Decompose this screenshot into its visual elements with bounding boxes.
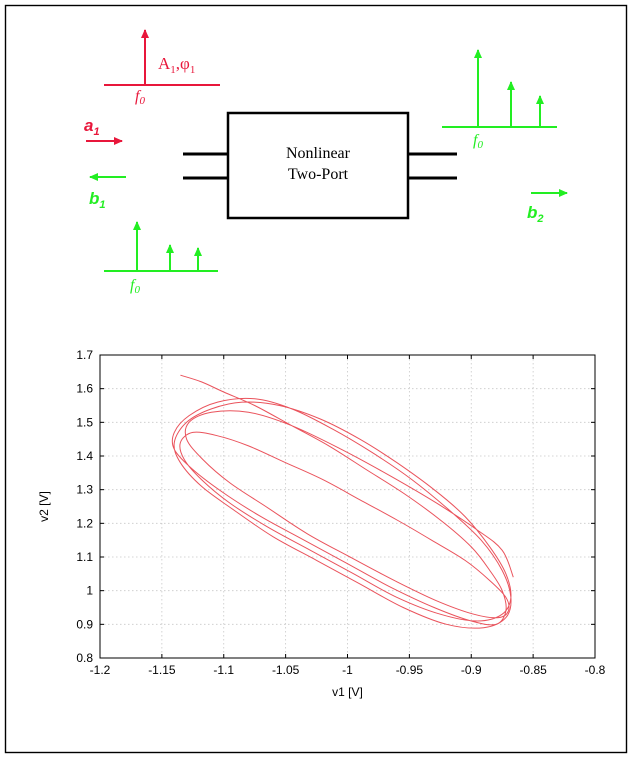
block-diagram: A1,φ1 f0 a1 b1 f0 Nonlinear Two-Port	[84, 29, 568, 296]
y-tick-label: 0.8	[76, 651, 93, 665]
x-tick-label: -1	[342, 663, 353, 677]
wave-b2-label: b2	[527, 203, 544, 225]
outer-border	[4, 4, 628, 754]
plot-area-frame	[99, 354, 596, 659]
block-label-line2: Two-Port	[288, 166, 349, 183]
reflected-wave-b1: b1	[89, 173, 126, 211]
y-tick-label: 1.2	[76, 516, 93, 530]
x-tick-label: -0.85	[519, 663, 547, 677]
block-label-line1: Nonlinear	[286, 145, 351, 162]
y-tick-label: 1.4	[76, 449, 93, 463]
incident-wave-a1: a1	[84, 116, 123, 145]
x-tick-label: -1.15	[148, 663, 176, 677]
x-tick-label: -0.8	[585, 663, 606, 677]
transmitted-wave-b2: b2	[527, 189, 568, 225]
v1-v2-trajectory-line	[171, 374, 514, 629]
chart-series	[171, 374, 514, 629]
x-tick-label: -1.2	[90, 663, 111, 677]
x-tick-label: -0.95	[396, 663, 424, 677]
y-tick-label: 1.5	[76, 415, 93, 429]
y-tick-label: 1.3	[76, 483, 93, 497]
x-tick-label: -1.05	[272, 663, 300, 677]
input-amplitude-label: A1,φ1	[158, 54, 195, 76]
y-tick-label: 1.7	[76, 348, 93, 362]
wave-a1-label: a1	[84, 116, 100, 138]
x-axis-label: v1 [V]	[332, 685, 363, 699]
y-tick-label: 1.6	[76, 382, 93, 396]
y-axis-label: v2 [V]	[37, 491, 51, 522]
output-spectrum: f0	[442, 49, 557, 151]
two-port-block	[226, 111, 410, 220]
output-frequency-label: f0	[473, 132, 483, 151]
x-tick-label: -1.1	[213, 663, 234, 677]
input-frequency-label: f0	[135, 88, 145, 107]
x-tick-label: -0.9	[461, 663, 482, 677]
reflected-frequency-label: f0	[130, 277, 140, 296]
y-tick-label: 1	[86, 584, 93, 598]
chart-tick-labels: -1.2 -1.15 -1.1 -1.05 -1 -0.95 -0.9 -0.85 -0.8 0.…	[76, 348, 605, 677]
y-tick-label: 1.1	[76, 550, 93, 564]
lissajous-chart: -1.2 -1.15 -1.1 -1.05 -1 -0.95 -0.9 -0.85 -0.8 0.…	[37, 348, 606, 699]
input-spectrum: A1,φ1 f0	[104, 29, 220, 107]
y-tick-label: 0.9	[76, 617, 93, 631]
chart-grid	[100, 355, 595, 658]
wave-b1-label: b1	[89, 189, 106, 211]
reflected-spectrum: f0	[104, 221, 218, 296]
